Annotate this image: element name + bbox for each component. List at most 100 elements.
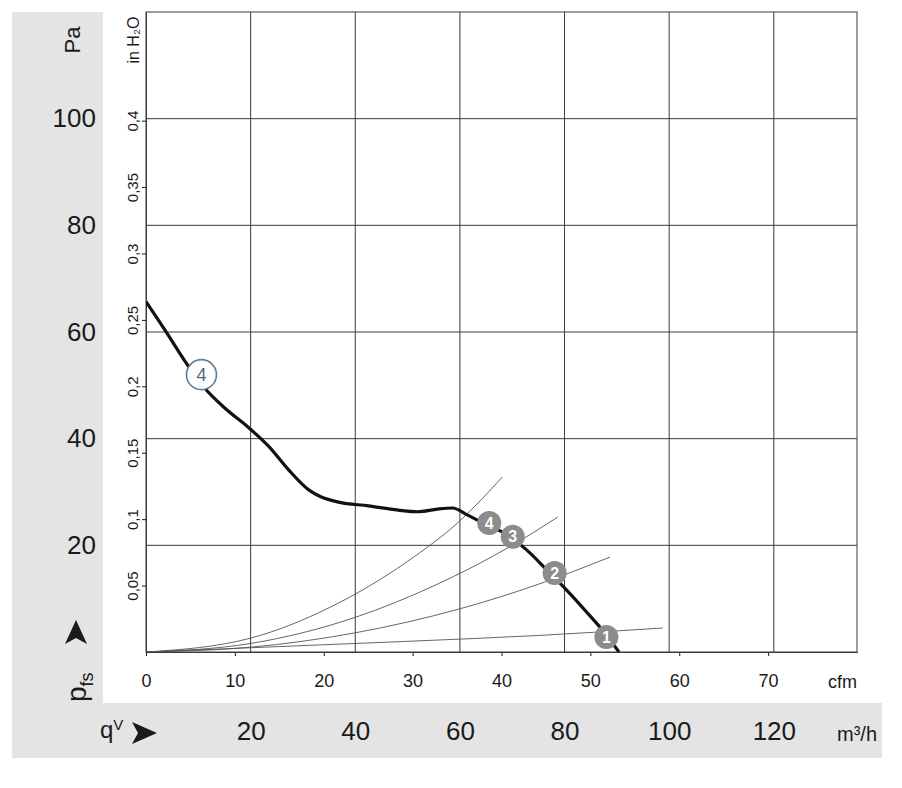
x-label: qV [100, 716, 123, 743]
arrow [65, 620, 87, 644]
curve-label-text: 4 [196, 365, 206, 385]
grid-line [355, 12, 356, 652]
tick-label: 0,15 [124, 439, 141, 468]
grid-line [146, 438, 857, 439]
tick: 40 [492, 652, 512, 691]
tick: 10 [225, 652, 245, 691]
tick-label: 20 [67, 530, 96, 560]
tick-label: 0 [141, 671, 151, 691]
tick: 0,15 [124, 439, 146, 468]
grid-line [250, 12, 251, 652]
tick: 40 [341, 652, 370, 746]
tick-label: 40 [492, 671, 512, 691]
tick: 0 [141, 652, 151, 691]
y2-unit: in H₂O [125, 16, 142, 63]
system-curve [146, 517, 558, 652]
tick-label: 0,2 [124, 376, 141, 397]
tick: 80 [67, 210, 146, 240]
tick-label: 70 [759, 671, 779, 691]
tick-label: 80 [67, 210, 96, 240]
tick: 0,3 [124, 244, 146, 265]
grid [146, 12, 857, 652]
y-axis: 20 40 60 80 100 [53, 13, 147, 653]
tick: 30 [403, 652, 423, 691]
tick-label: 30 [403, 671, 423, 691]
y-label: pfs [61, 672, 97, 702]
tick-label: 0,05 [124, 571, 141, 600]
operating-point [501, 525, 525, 549]
curve-label: 4 [186, 360, 216, 390]
axis-line [146, 13, 147, 653]
tick-label: 40 [67, 423, 96, 453]
tick-label: 0,4 [124, 111, 141, 132]
tick: 120 [753, 652, 796, 746]
grid-line [773, 12, 774, 652]
grid-line [669, 12, 670, 652]
tick: 0,1 [124, 509, 146, 530]
fan-curve [146, 302, 619, 652]
tick: 0,35 [124, 173, 146, 202]
curve-label-badge [186, 360, 216, 390]
point-label: 4 [485, 515, 494, 532]
point-label: 3 [508, 528, 517, 545]
y2-axis: 0,05 0,1 0,15 0,2 0,25 0,3 0,35 0,4 [124, 13, 147, 653]
tick-mark [142, 586, 146, 587]
y-unit: Pa [60, 26, 85, 54]
band-left [12, 12, 103, 758]
tick-mark [142, 187, 146, 188]
point-labels: 1234 [485, 515, 611, 646]
tick-label: 60 [67, 317, 96, 347]
tick-label: 20 [237, 716, 266, 746]
tick-label: 20 [314, 671, 334, 691]
tick-mark [142, 253, 146, 254]
operating-point [594, 625, 618, 649]
tick-label: 0,3 [124, 244, 141, 265]
tick-label: 0,35 [124, 173, 141, 202]
tick: 80 [551, 652, 580, 746]
tick-mark [142, 386, 146, 387]
x-label-sub: V [113, 716, 123, 733]
tick-label: 10 [225, 671, 245, 691]
plot-frame [146, 12, 857, 652]
tick: 20 [314, 652, 334, 691]
grid-line [564, 12, 565, 652]
arrow [132, 722, 157, 744]
grid-line [146, 545, 857, 546]
axis-line [146, 13, 147, 653]
tick: 60 [670, 652, 690, 691]
x2-unit: cfm [828, 672, 857, 692]
tick: 0,25 [124, 306, 146, 335]
tick-mark [142, 453, 146, 454]
tick-mark [142, 121, 146, 122]
grid-line [146, 225, 857, 226]
tick: 100 [53, 103, 146, 133]
tick-label: 0,25 [124, 306, 141, 335]
axis-line [147, 652, 858, 653]
y-label-sub: fs [77, 672, 97, 686]
operating-point [543, 561, 567, 585]
system-curve [146, 628, 663, 652]
grid-line [146, 332, 857, 333]
point-label: 2 [550, 565, 559, 582]
tick: 0,05 [124, 571, 146, 600]
tick: 20 [67, 530, 146, 560]
tick: 0,4 [124, 111, 146, 132]
tick: 100 [648, 652, 691, 746]
tick-mark [142, 320, 146, 321]
axis-line [147, 652, 858, 653]
tick-label: 120 [753, 716, 796, 746]
tick-label: 100 [53, 103, 96, 133]
chart: 204060801000,050,10,150,20,250,30,350,40… [0, 0, 902, 788]
tick-label: 60 [670, 671, 690, 691]
plot-marks [146, 302, 663, 652]
tick: 50 [581, 652, 601, 691]
x-label-main: q [100, 716, 113, 743]
x-axis: 20 40 60 80 100 120 [147, 652, 858, 746]
system-curve [146, 557, 610, 652]
x2-axis: 0 10 20 30 40 50 60 70 [141, 652, 857, 691]
y-label-main: p [61, 686, 92, 702]
grid-line [459, 12, 460, 652]
tick-mark [142, 519, 146, 520]
tick-label: 40 [341, 716, 370, 746]
system-curve [146, 477, 502, 652]
